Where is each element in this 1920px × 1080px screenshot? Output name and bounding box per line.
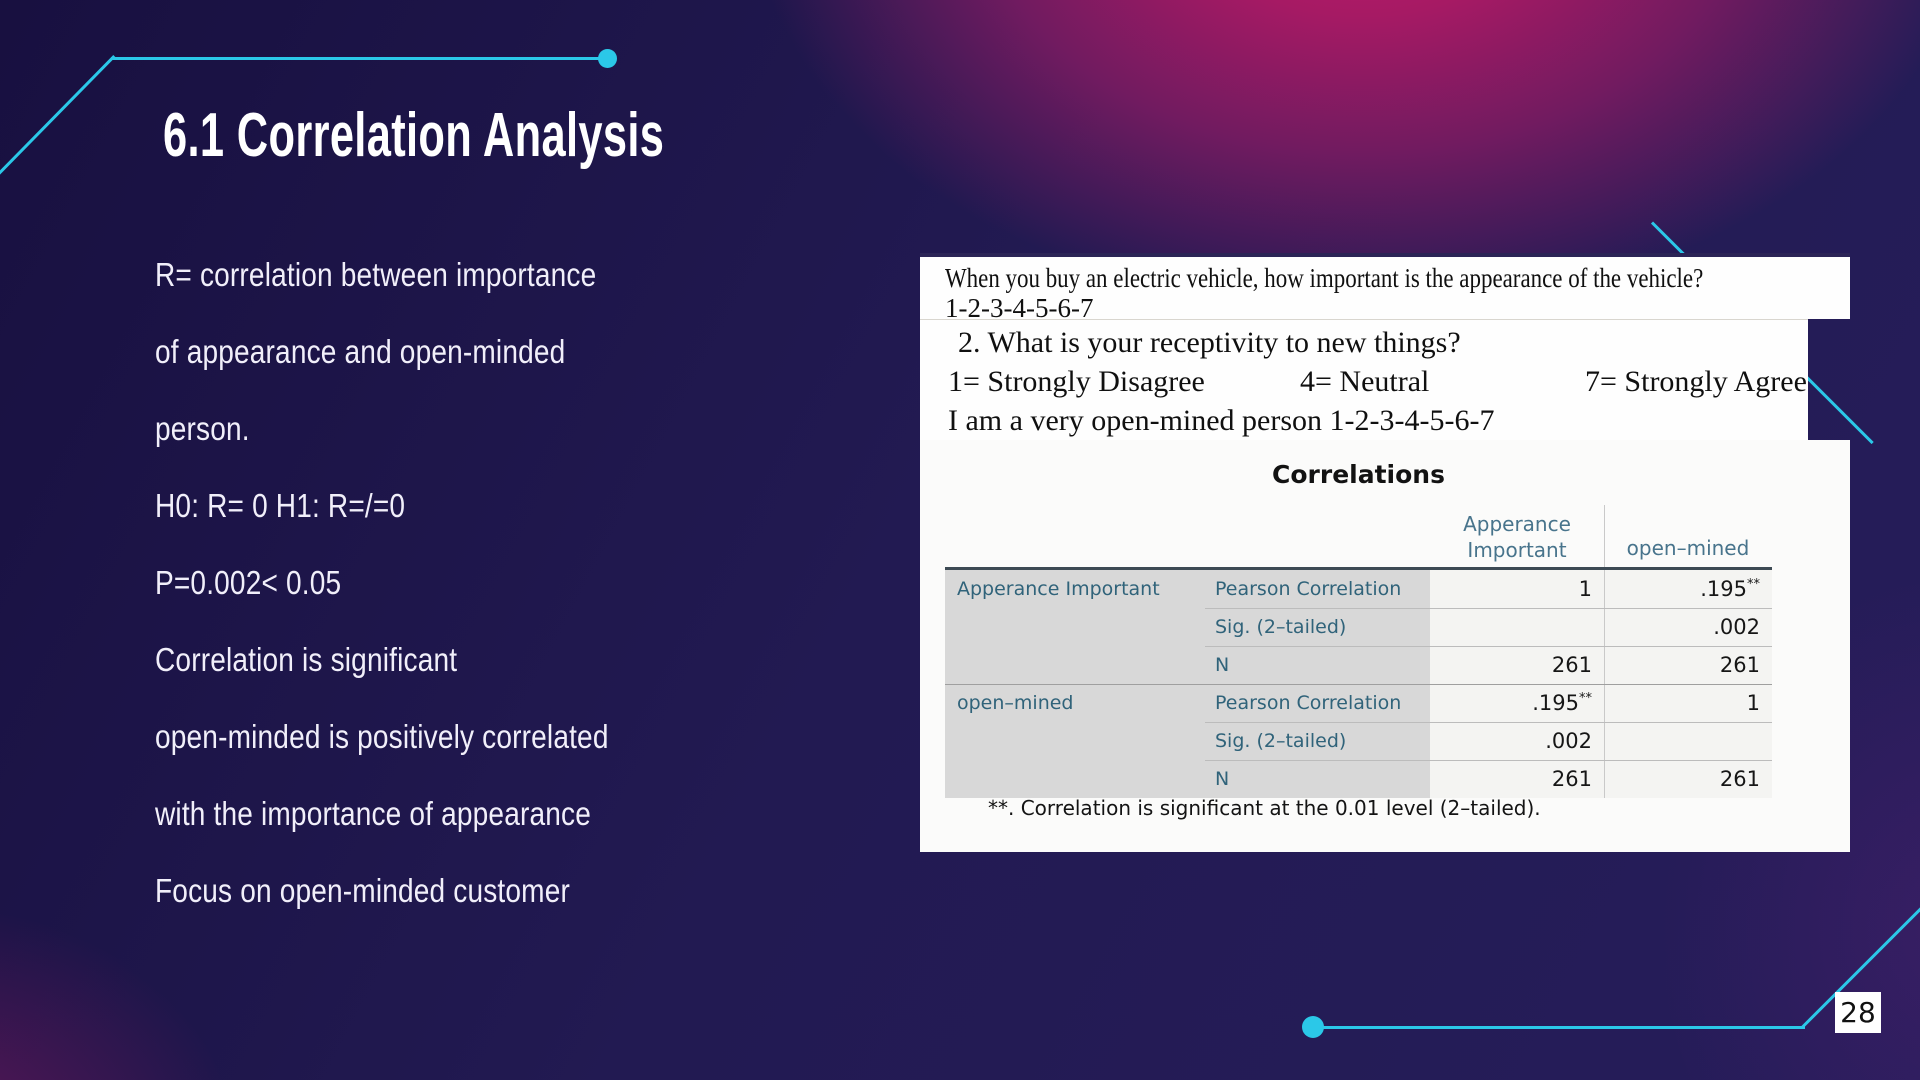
- stat-label: Sig. (2–tailed): [1215, 616, 1347, 638]
- row-group-label: open–mined: [957, 692, 1074, 714]
- spss-table-body: Apperance Important open–mined Pearson C…: [945, 567, 1772, 798]
- survey-question2-image: 2. What is your receptivity to new thing…: [920, 319, 1808, 440]
- spss-table-header: Apperance Important open–mined: [945, 505, 1772, 567]
- body-line: H0: R= 0 H1: R=/=0: [155, 487, 406, 524]
- table-value: [1604, 722, 1772, 760]
- table-value: .002: [1545, 729, 1592, 753]
- column-header-appearance-important: Apperance Important: [1463, 512, 1571, 562]
- body-line: with the importance of appearance: [155, 795, 591, 832]
- row-divider: [1205, 646, 1772, 647]
- question2-statement: I am a very open-mined person 1-2-3-4-5-…: [948, 404, 1495, 437]
- page-number: 28: [1835, 992, 1881, 1033]
- row-divider: [1205, 722, 1772, 723]
- body-line: of appearance and open-minded: [155, 333, 566, 370]
- question2-text: 2. What is your receptivity to new thing…: [958, 326, 1461, 359]
- top-line-end-dot: [598, 49, 617, 68]
- stat-label: Pearson Correlation: [1215, 578, 1402, 600]
- table-value: 1: [1746, 691, 1760, 715]
- bottom-horizontal-line: [1313, 1026, 1805, 1029]
- top-left-diagonal-line: [0, 55, 116, 176]
- table-value: 1: [1578, 577, 1592, 601]
- body-text-block: R= correlation between importance of app…: [155, 236, 689, 929]
- question2-scale-mid: 4= Neutral: [1300, 365, 1430, 398]
- table-value: .195**: [1532, 691, 1592, 715]
- survey-question1-image: When you buy an electric vehicle, how im…: [920, 253, 1850, 323]
- table-value: .002: [1713, 615, 1760, 639]
- row-divider: [1205, 608, 1772, 609]
- header-column-divider: [1604, 505, 1605, 567]
- question1-text: When you buy an electric vehicle, how im…: [945, 263, 1704, 293]
- body-line: open-minded is positively correlated: [155, 718, 609, 755]
- stat-label: N: [1215, 654, 1230, 676]
- stat-label: Pearson Correlation: [1215, 692, 1402, 714]
- spss-table-title: Correlations: [1272, 460, 1445, 489]
- body-line: Focus on open-minded customer: [155, 872, 570, 909]
- body-line: P=0.002< 0.05: [155, 564, 342, 601]
- row-group-label: Apperance Important: [957, 578, 1160, 600]
- body-line: person.: [155, 410, 250, 447]
- question2-scale-left: 1= Strongly Disagree: [948, 365, 1205, 398]
- group-divider: [945, 684, 1772, 685]
- column-header-open-mined: open–mined: [1626, 536, 1750, 560]
- table-value: 261: [1719, 767, 1760, 791]
- question1-scale: 1-2-3-4-5-6-7: [945, 293, 1094, 323]
- table-value: 261: [1551, 767, 1592, 791]
- spss-footnote: **. Correlation is significant at the 0.…: [988, 796, 1541, 820]
- table-value: [1430, 608, 1604, 646]
- stat-label: N: [1215, 768, 1230, 790]
- body-line: R= correlation between importance: [155, 256, 597, 293]
- row-divider: [1205, 760, 1772, 761]
- stat-label: Sig. (2–tailed): [1215, 730, 1347, 752]
- spss-correlations-image: Correlations Apperance Important open–mi…: [920, 440, 1850, 852]
- table-value: 261: [1551, 653, 1592, 677]
- slide-title: 6.1 Correlation Analysis: [163, 101, 665, 170]
- top-horizontal-line: [111, 57, 604, 60]
- question2-scale-right: 7= Strongly Agree: [1585, 365, 1807, 398]
- table-value: 261: [1719, 653, 1760, 677]
- table-value: .195**: [1700, 577, 1760, 601]
- body-line: Correlation is significant: [155, 641, 458, 678]
